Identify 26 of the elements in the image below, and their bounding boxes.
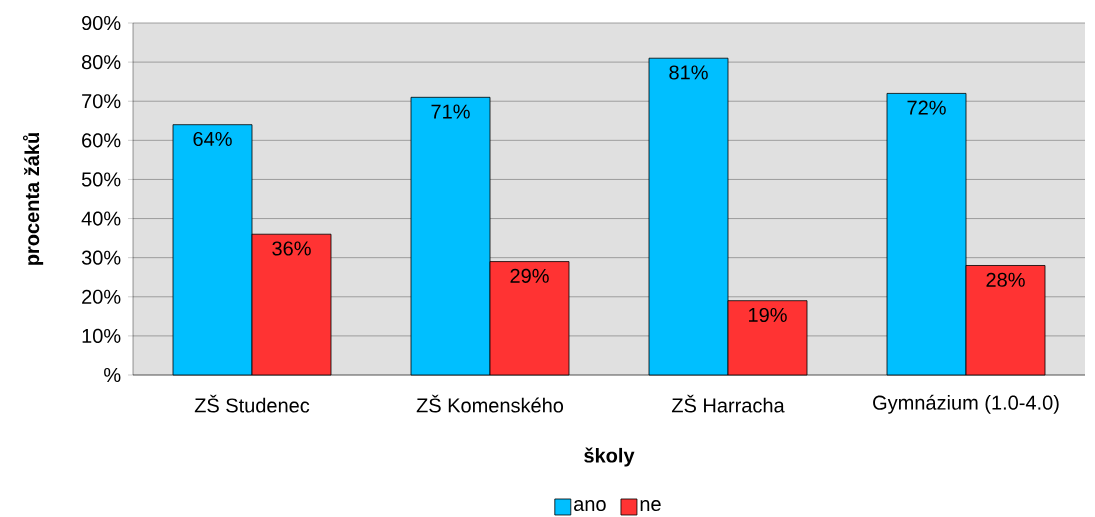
y-tick-label: 60% xyxy=(82,133,121,148)
data-label: 71% xyxy=(431,104,470,119)
x-tick-label: ZŠ Studenec xyxy=(194,394,310,413)
y-tick-label: 20% xyxy=(82,289,121,304)
data-label: 81% xyxy=(669,65,708,80)
x-tick-label: ZŠ Harracha xyxy=(671,394,785,413)
data-label: 28% xyxy=(986,272,1025,287)
x-tick-label: Gymnázium (1.0-4.0) xyxy=(873,394,1059,414)
y-tick-label: 50% xyxy=(81,172,121,187)
legend-label: ano xyxy=(574,500,606,512)
y-tick-label: 70% xyxy=(82,94,121,109)
y-tick-label: % xyxy=(104,368,121,383)
x-axis-title: školy xyxy=(584,447,635,467)
y-tick-label: 30% xyxy=(81,250,121,265)
legend-label: ne xyxy=(640,500,661,512)
data-label: 36% xyxy=(272,241,311,256)
x-tick-label: ZŠ Komenského xyxy=(416,394,564,413)
data-label: 72% xyxy=(907,100,946,115)
data-label: 64% xyxy=(193,131,232,147)
y-tick-label: 10% xyxy=(82,328,121,343)
y-tick-label: 40% xyxy=(81,211,121,226)
y-tick-label: 80% xyxy=(81,55,121,70)
data-label: 29% xyxy=(510,268,549,283)
y-tick-label: 90% xyxy=(82,15,121,31)
data-label: 19% xyxy=(749,307,787,323)
y-axis-title: procenta žáků xyxy=(22,133,44,265)
